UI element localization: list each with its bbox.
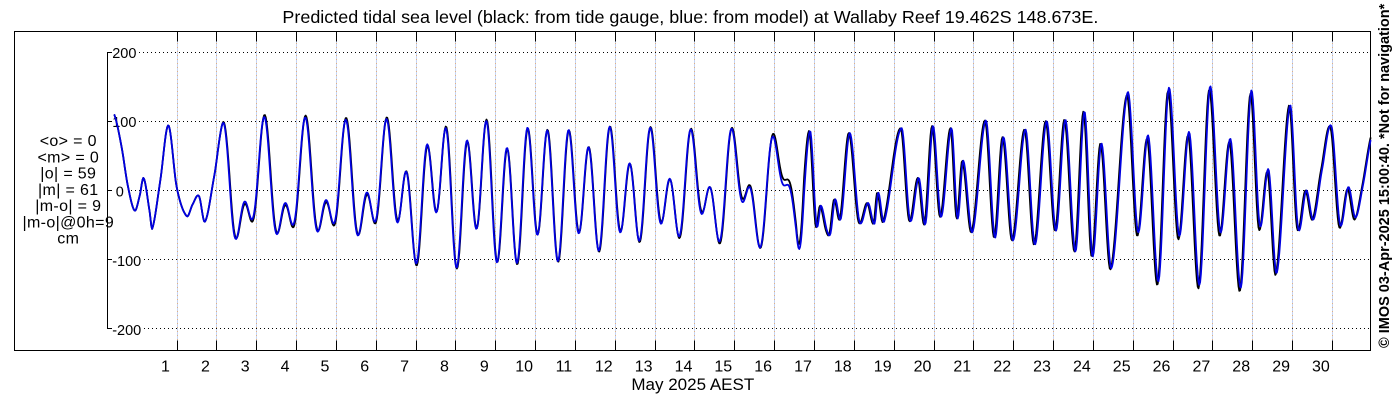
svg-text:27: 27 bbox=[1193, 358, 1211, 375]
svg-text:9: 9 bbox=[480, 358, 489, 375]
svg-text:16: 16 bbox=[754, 358, 772, 375]
svg-text:© IMOS 03-Apr-2025 15:00:40. *: © IMOS 03-Apr-2025 15:00:40. *Not for na… bbox=[1377, 3, 1393, 348]
svg-text:18: 18 bbox=[834, 358, 852, 375]
svg-text:May 2025 AEST: May 2025 AEST bbox=[631, 375, 754, 394]
svg-text:5: 5 bbox=[320, 358, 329, 375]
svg-text:28: 28 bbox=[1232, 358, 1250, 375]
svg-text:10: 10 bbox=[515, 358, 533, 375]
svg-text:21: 21 bbox=[953, 358, 971, 375]
svg-text:6: 6 bbox=[360, 358, 369, 375]
svg-text:22: 22 bbox=[993, 358, 1011, 375]
svg-text:11: 11 bbox=[556, 358, 573, 375]
svg-text:cm: cm bbox=[57, 231, 79, 248]
svg-text:7: 7 bbox=[400, 358, 409, 375]
svg-text:0: 0 bbox=[116, 185, 124, 201]
svg-text:<m> = 0: <m> = 0 bbox=[37, 149, 99, 166]
svg-text:|m| = 61: |m| = 61 bbox=[38, 182, 98, 199]
svg-text:|m-o|@0h=9: |m-o|@0h=9 bbox=[22, 214, 114, 231]
svg-text:30: 30 bbox=[1312, 358, 1330, 375]
svg-text:|m-o| = 9: |m-o| = 9 bbox=[35, 198, 101, 215]
svg-text:13: 13 bbox=[635, 358, 653, 375]
svg-text:19: 19 bbox=[874, 358, 892, 375]
svg-text:24: 24 bbox=[1073, 358, 1091, 375]
svg-text:-100: -100 bbox=[112, 254, 141, 270]
svg-text:8: 8 bbox=[440, 358, 449, 375]
svg-text:1: 1 bbox=[161, 358, 170, 375]
svg-text:200: 200 bbox=[112, 46, 136, 62]
svg-text:20: 20 bbox=[914, 358, 932, 375]
svg-text:3: 3 bbox=[241, 358, 250, 375]
svg-text:26: 26 bbox=[1153, 358, 1171, 375]
svg-text:17: 17 bbox=[794, 358, 812, 375]
svg-text:4: 4 bbox=[281, 358, 290, 375]
svg-text:Predicted tidal sea level (bla: Predicted tidal sea level (black: from t… bbox=[282, 7, 1098, 27]
svg-text:15: 15 bbox=[714, 358, 732, 375]
svg-text:25: 25 bbox=[1113, 358, 1131, 375]
svg-text:14: 14 bbox=[675, 358, 693, 375]
svg-text:|o| = 59: |o| = 59 bbox=[40, 166, 96, 183]
svg-text:23: 23 bbox=[1033, 358, 1051, 375]
svg-text:-200: -200 bbox=[112, 323, 141, 339]
svg-text:29: 29 bbox=[1272, 358, 1290, 375]
svg-text:12: 12 bbox=[595, 358, 613, 375]
svg-text:<o> = 0: <o> = 0 bbox=[40, 133, 97, 150]
svg-text:2: 2 bbox=[201, 358, 210, 375]
